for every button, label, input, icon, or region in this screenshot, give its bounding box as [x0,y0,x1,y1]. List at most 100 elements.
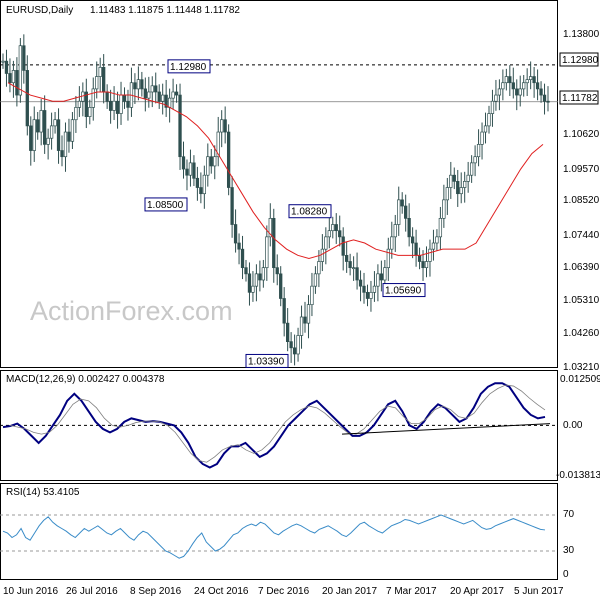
candle-body [317,261,321,275]
candle-body [414,242,418,256]
annotation-label: 1.03390 [248,356,285,367]
candle-body [60,150,64,158]
candle-body [91,88,95,108]
y-tick-label: 1.04260 [563,328,600,339]
candle-body [320,248,325,262]
candle-body [77,100,82,108]
candle-body [15,70,19,96]
chart-marks: 1.12980 1.08500 1.08280 1.03390 1.05690 [0,34,558,559]
candle-body [341,236,345,256]
candle-body [379,273,384,281]
candle-body [8,73,12,84]
resistance-level-label: 1.12980 [562,55,599,66]
candle-body [88,107,92,117]
candle-body [518,88,522,96]
candle-body [355,267,359,281]
annotation-box [167,59,211,74]
candle-body [334,224,338,232]
candle-body [362,285,366,293]
candle-body [70,119,75,142]
candle-body [98,66,102,77]
candle-body [1,60,5,63]
macd-y-tick: -0.013813 [556,470,600,481]
candle-body [324,236,328,250]
candle-body [46,137,50,145]
candle-body [206,156,210,176]
candle-body [18,45,23,96]
candle-body [25,70,29,127]
candle-body [369,291,373,299]
candle-body [421,261,425,269]
candle-body [161,94,165,102]
candle-body [424,261,429,269]
y-tick-label: 1.10620 [563,129,600,140]
candle-body [528,76,533,80]
annotation-label: 1.08500 [147,200,184,211]
candle-body [213,156,217,167]
macd-title: MACD(12,26,9) 0.002427 0.004378 [6,374,165,385]
candle-body [147,91,151,99]
candle-body [338,230,342,238]
annotation-label: 1.05690 [385,286,422,297]
candle-body [36,119,40,133]
y-tick-label: 1.13800 [563,29,600,40]
candle-body [74,107,78,121]
candle-body [511,82,515,90]
candle-body [240,248,245,269]
candle-body [546,100,550,103]
candle-body [254,273,259,287]
annotation-box [144,197,188,212]
candle-body [53,119,57,127]
resistance-level-box [559,52,599,67]
rsi-panel [0,483,558,580]
candle-body [345,254,349,262]
candle-body [535,82,540,90]
candle-body [539,88,543,96]
candle-body [115,100,120,114]
candle-body [282,298,286,324]
candle-body [95,76,99,90]
candle-body [303,316,307,324]
x-tick-label: 8 Sep 2016 [130,586,182,597]
candle-body [133,82,137,90]
candle-body [310,285,314,306]
x-tick-label: 10 Jun 2016 [3,586,58,597]
candle-body [258,273,262,281]
candle-body [469,162,474,176]
x-axis: 10 Jun 2016 26 Jul 2016 8 Sep 2016 24 Oc… [3,586,564,597]
candle-body [494,94,498,102]
x-tick-label: 20 Apr 2017 [450,586,504,597]
candle-body [216,131,220,158]
candle-body [296,335,300,355]
candle-body [285,322,290,342]
candle-body [32,119,36,151]
candle-body [358,279,363,287]
candle-body [480,131,484,145]
candle-body [449,174,453,188]
annotation-box [288,204,332,219]
candle-body [313,273,318,287]
y-tick-label: 1.06390 [563,262,600,273]
candle-body [185,168,189,176]
candle-body [122,94,127,102]
candle-body [542,94,547,102]
candle-body [150,85,154,93]
candle-body [365,291,370,299]
candle-body [452,174,456,182]
candle-body [261,267,266,281]
candle-body [39,110,43,133]
y-tick-label: 1.09570 [563,164,600,175]
candle-body [522,82,526,90]
candle-body [386,248,390,269]
candle-body [515,88,519,96]
watermark: ActionForex.com [30,296,233,326]
x-tick-label: 5 Jun 2017 [514,586,564,597]
candle-body [501,82,505,90]
candle-body [327,230,331,238]
candle-body [497,88,502,96]
candle-body [154,85,158,93]
candle-body [504,76,508,84]
candle-body [233,224,238,244]
candle-body [532,76,536,84]
